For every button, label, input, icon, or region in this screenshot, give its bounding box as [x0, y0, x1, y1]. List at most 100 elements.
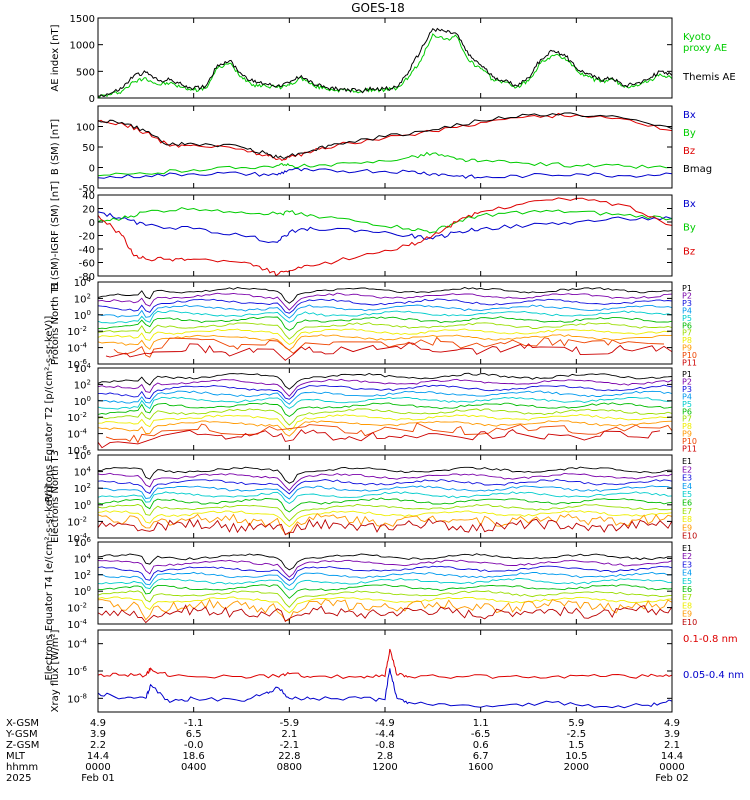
series-line-p4	[98, 304, 672, 319]
y-tick-label: 0	[89, 164, 95, 175]
legend-label-0-05-0-4-nm: 0.05-0.4 nm	[683, 670, 744, 681]
legend-label-e9: E9	[682, 610, 692, 619]
footer-value: 4.9	[664, 718, 680, 729]
footer-value: 1200	[372, 762, 397, 773]
series-line-e10	[98, 518, 672, 536]
legend-label-bz: Bz	[683, 246, 695, 257]
y-axis-label: Protons North T1	[50, 281, 61, 365]
panel-plot-area	[98, 648, 672, 709]
legend-label-p1: P1	[682, 370, 692, 379]
legend-label-by: By	[683, 223, 696, 234]
panel-plot-area	[98, 27, 672, 98]
legend-label-p4: P4	[682, 392, 692, 401]
footer-value: -5.9	[280, 718, 300, 729]
legend-label-e4: E4	[682, 482, 692, 491]
panel-5: 104 102 100 10-2 10-4 10-6 Protons Equator T2 …	[44, 316, 697, 503]
series-line-e8	[98, 510, 672, 528]
series-line-e9	[98, 512, 672, 535]
legend-label-themis-ae: Themis AE	[682, 72, 736, 83]
orbit-footer: X-GSMY-GSMZ-GSMMLThhmm20254.93.92.214.40…	[5, 718, 689, 784]
legend-label-p10: P10	[682, 351, 697, 360]
y-tick-label: 106	[74, 449, 92, 462]
footer-value: -1.1	[184, 718, 204, 729]
footer-row-label: Y-GSM	[5, 729, 38, 740]
legend-label-e1: E1	[682, 544, 692, 553]
footer-row-label: X-GSM	[6, 718, 39, 729]
y-tick-label: 10-2	[67, 602, 87, 615]
y-tick-label: 0	[89, 218, 95, 229]
legend-label-p9: P9	[682, 430, 692, 439]
series-line-e5	[98, 491, 672, 505]
panel-6: 106 104 102 100 10-2 10-4 Electrons North T3 E1…	[50, 449, 697, 545]
y-axis-label: Electrons Equator T4 [e/(cm²-s-sr-keV)]	[44, 485, 55, 680]
panel-3: -80 -60 -40 -20 0 20 40 B (SM)-IGRF (SM) [nT] Bx…	[50, 181, 696, 290]
legend-label-e2: E2	[682, 465, 692, 474]
legend-label-e4: E4	[682, 569, 692, 578]
series-line-p5	[98, 310, 672, 324]
legend-label-p8: P8	[682, 336, 692, 345]
series-line-bz	[98, 112, 672, 162]
figure-title: GOES-18	[351, 1, 405, 15]
legend-label-bx: Bx	[683, 199, 696, 210]
footer-value: 2.2	[90, 740, 106, 751]
legend-label-p11: P11	[682, 445, 697, 454]
panel-plot-area	[98, 112, 672, 179]
series-line-p10	[113, 336, 665, 358]
legend-label-e8: E8	[682, 601, 692, 610]
footer-value: 10.5	[565, 751, 587, 762]
y-tick-label: -50	[79, 184, 95, 195]
legend-label-p7: P7	[682, 329, 692, 338]
footer-value: Feb 02	[655, 773, 689, 784]
footer-value: 0000	[659, 762, 684, 773]
series-line-bz	[98, 197, 672, 276]
y-tick-label: 1000	[70, 41, 95, 52]
legend-label-e3: E3	[682, 474, 692, 483]
series-line-bmag	[98, 112, 672, 159]
legend-label-p9: P9	[682, 344, 692, 353]
y-axis-label: Xray flux [W/m²]	[50, 630, 61, 713]
y-tick-label: -40	[79, 245, 95, 256]
legend-label-p6: P6	[682, 321, 692, 330]
series-line-by	[98, 207, 672, 234]
series-line-e1	[98, 553, 672, 571]
series-line-e4	[98, 485, 672, 500]
y-tick-label: 10-4	[67, 638, 87, 651]
y-tick-label: 10-4	[67, 342, 87, 355]
series-line-p11	[98, 428, 661, 449]
series-line-p3	[98, 384, 672, 400]
y-axis-label: B (SM) [nT]	[50, 119, 61, 175]
footer-value: 14.4	[87, 751, 109, 762]
series-line-p8	[98, 414, 672, 432]
legend-label-p1: P1	[682, 284, 692, 293]
legend-label-p3: P3	[682, 385, 692, 394]
legend-label-e5: E5	[682, 490, 692, 499]
series-line-bx	[98, 211, 672, 244]
legend-label-p7: P7	[682, 415, 692, 424]
footer-value: Feb 01	[81, 773, 115, 784]
series-line-e9	[98, 598, 672, 621]
legend-label-p3: P3	[682, 299, 692, 308]
series-line-e8	[98, 596, 672, 614]
footer-value: 2.1	[281, 729, 297, 740]
series-line-p7	[98, 322, 672, 340]
y-tick-label: 10-2	[67, 411, 87, 424]
legend-label-e7: E7	[682, 593, 692, 602]
series-line-e6	[98, 497, 672, 513]
panel-frame	[97, 194, 673, 277]
legend-label-kyoto-proxy-ae: Kyoto	[683, 32, 711, 43]
footer-value: 1.1	[473, 718, 489, 729]
series-line-0-05-0-4-nm	[98, 668, 672, 709]
legend-label-0-1-0-8-nm: 0.1-0.8 nm	[683, 634, 738, 645]
series-line-p11	[105, 342, 672, 361]
legend-label-p5: P5	[682, 400, 692, 409]
panel-7: 106 104 102 100 10-2 10-4 Electrons Equator T4…	[44, 485, 697, 680]
series-line-by	[98, 151, 672, 177]
series-line-e5	[98, 577, 672, 591]
series-line-kyoto-proxy-ae	[98, 33, 672, 98]
legend-label-kyoto-proxy-ae: proxy AE	[683, 43, 727, 54]
series-line-p9	[98, 420, 672, 437]
y-axis-label: AE index [nT]	[50, 24, 61, 91]
y-tick-label: 102	[74, 378, 91, 391]
legend-label-bmag: Bmag	[683, 164, 712, 175]
footer-value: 14.4	[661, 751, 683, 762]
